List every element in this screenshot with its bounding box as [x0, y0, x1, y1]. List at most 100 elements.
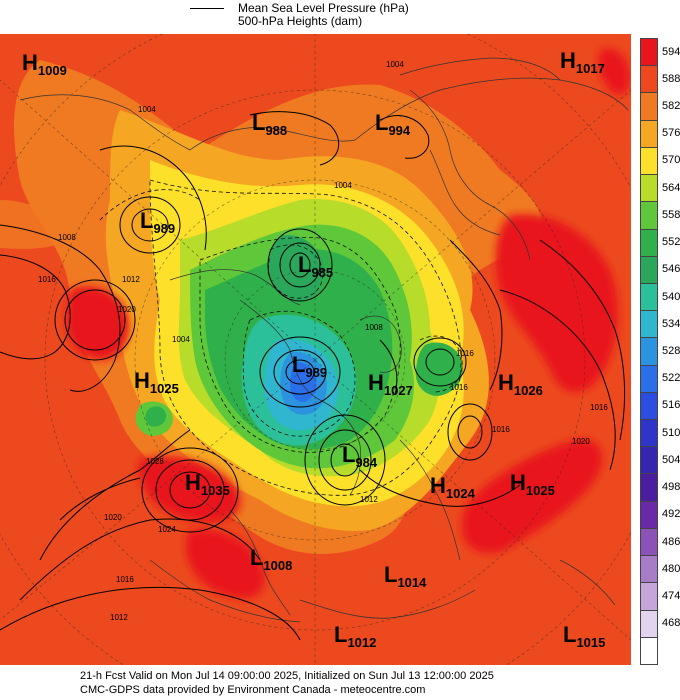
isobar-label: 1016: [38, 275, 56, 284]
colorbar-label: 552: [662, 236, 680, 249]
height-colorbar: 594 588 582 576 570 564 558 552 546 540 534 528 522 5…: [640, 38, 680, 668]
colorbar-swatch: [640, 310, 658, 339]
weather-map: 1004 1004 1004 1008 1016 1012 1020 1004 1008 1016…: [0, 34, 631, 665]
pressure-center-value: 1024: [446, 486, 476, 501]
low-pressure-marker: L1008: [250, 545, 292, 573]
colorbar-label: 546: [662, 263, 680, 276]
pressure-center-letter: L: [298, 252, 311, 277]
colorbar-swatch: [640, 282, 658, 312]
high-pressure-marker: H1025: [134, 368, 179, 396]
isobar-label: 1020: [118, 305, 136, 314]
pressure-center-value: 1025: [150, 381, 179, 396]
colorbar-swatch: [640, 391, 658, 421]
pressure-center-value: 989: [153, 221, 175, 236]
data-credit-text: CMC-GDPS data provided by Environment Ca…: [80, 684, 426, 696]
isobar-label: 1008: [365, 323, 383, 332]
high-pressure-marker: H1024: [430, 473, 476, 501]
pressure-center-value: 1014: [397, 575, 427, 590]
high-pressure-marker: H1009: [22, 50, 67, 78]
colorbar-label: 594: [662, 45, 680, 58]
isobar-label: 1012: [360, 495, 378, 504]
isobar-label: 1016: [450, 383, 468, 392]
colorbar-swatch: [640, 500, 658, 529]
pressure-center-letter: H: [368, 370, 384, 395]
isobar-label: 1012: [110, 613, 128, 622]
pressure-center-value: 988: [265, 123, 287, 138]
isobar-label: 1004: [172, 335, 190, 344]
colorbar-label: 522: [662, 372, 680, 385]
isobar-label: 1016: [116, 575, 134, 584]
colorbar-label: 564: [662, 181, 680, 194]
isobar-label: 1004: [138, 105, 156, 114]
colorbar-swatch: [640, 419, 658, 448]
pressure-center-letter: H: [22, 50, 38, 75]
colorbar-swatch: [640, 119, 658, 148]
contour-labels: 1004 1004 1004 1008 1016 1012 1020 1004 1008 1016…: [38, 60, 608, 622]
pressure-center-letter: L: [140, 208, 153, 233]
colorbar-label: 474: [662, 589, 680, 602]
low-pressure-marker: L989: [292, 352, 327, 380]
pressure-center-value: 994: [388, 123, 410, 138]
high-pressure-marker: H1026: [498, 370, 543, 398]
low-pressure-marker: L989: [140, 208, 175, 236]
pressure-center-value: 1012: [347, 635, 376, 650]
low-pressure-marker: L984: [342, 442, 378, 470]
colorbar-label: 468: [662, 617, 680, 630]
colorbar-label: 528: [662, 345, 680, 357]
isobar-label: 1028: [146, 457, 164, 466]
low-pressure-marker: L988: [252, 110, 287, 138]
colorbar-swatch: [640, 473, 658, 502]
low-pressure-marker: L994: [375, 110, 411, 138]
pressure-center-value: 1035: [201, 483, 230, 498]
pressure-center-letter: L: [384, 562, 397, 587]
pressure-isobars: [0, 111, 626, 641]
pressure-center-value: 985: [311, 265, 333, 280]
pressure-center-letter: H: [560, 48, 576, 73]
colorbar-swatch: [640, 228, 658, 257]
pressure-center-letter: L: [563, 622, 576, 647]
colorbar-label: 492: [662, 508, 680, 521]
pressure-center-letter: L: [342, 442, 355, 467]
colorbar-label: 540: [662, 290, 680, 303]
pressure-center-letter: L: [250, 545, 263, 570]
map-legend: Mean Sea Level Pressure (hPa) 500-hPa He…: [190, 0, 490, 34]
pressure-center-letter: H: [510, 470, 526, 495]
pressure-center-value: 1008: [263, 558, 292, 573]
isobar-label: 1016: [492, 425, 510, 434]
colorbar-swatch: [640, 555, 658, 584]
colorbar-label: 588: [662, 72, 680, 85]
colorbar-swatch: [640, 201, 658, 230]
colorbar-label: 498: [662, 481, 680, 494]
pressure-center-value: 1015: [576, 635, 605, 650]
pressure-center-letter: L: [292, 352, 305, 377]
pressure-center-value: 1017: [576, 61, 605, 76]
pressure-center-value: 1027: [384, 383, 413, 398]
pressure-center-letter: H: [498, 370, 514, 395]
colorbar-label: 480: [662, 562, 680, 575]
isobar-label: 1020: [104, 513, 122, 522]
isobar-label: 1024: [158, 525, 176, 534]
colorbar-swatch: [640, 636, 658, 665]
pressure-center-letter: H: [185, 470, 201, 495]
colorbar-swatch: [640, 337, 658, 366]
height-contours: [99, 179, 463, 496]
colorbar-swatch: [640, 38, 658, 67]
colorbar-label: 570: [662, 154, 680, 167]
isobar-label: 1008: [58, 233, 76, 242]
isobar-label: 1020: [572, 437, 590, 446]
pressure-center-value: 989: [305, 365, 327, 380]
low-pressure-marker: L1012: [334, 622, 376, 650]
pressure-center-letter: L: [375, 110, 388, 135]
isobar-label: 1012: [122, 275, 140, 284]
height-fill-field: [0, 34, 631, 665]
high-pressure-marker: H1017: [560, 48, 605, 76]
low-pressure-marker: L1015: [563, 622, 605, 650]
high-pressure-marker: H1035: [185, 470, 230, 498]
colorbar-swatch: [640, 582, 658, 611]
colorbar-swatch: [640, 527, 658, 557]
colorbar-label: 576: [662, 127, 680, 140]
colorbar-label: 534: [662, 317, 680, 330]
pressure-line-sample: [190, 7, 224, 9]
pressure-legend-label: Mean Sea Level Pressure (hPa): [238, 1, 409, 15]
